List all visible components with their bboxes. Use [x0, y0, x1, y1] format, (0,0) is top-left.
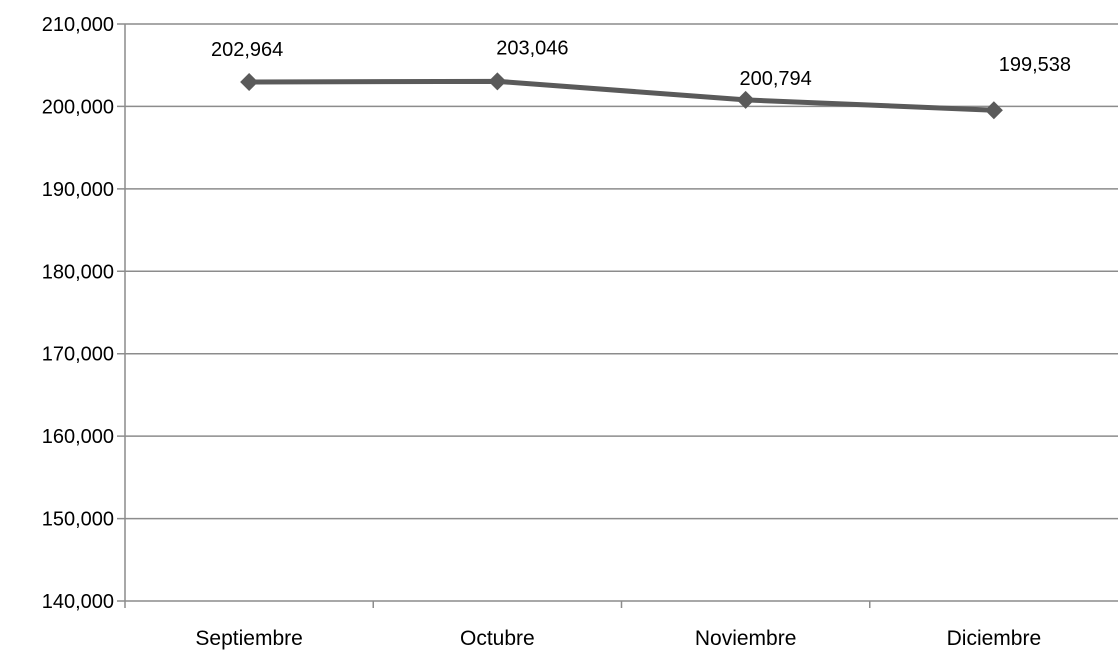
data-label: 203,046 [496, 37, 568, 59]
data-point-marker [736, 90, 755, 109]
data-label: 202,964 [211, 39, 283, 61]
y-tick-label: 170,000 [42, 344, 114, 366]
x-tick-label: Octubre [460, 627, 535, 650]
gridlines [117, 23, 1118, 602]
data-point-marker [984, 101, 1003, 120]
y-tick-label: 150,000 [42, 509, 114, 531]
y-tick-label: 190,000 [42, 179, 114, 201]
data-label: 199,538 [999, 54, 1071, 76]
y-tick-label: 140,000 [42, 591, 114, 613]
data-label: 200,794 [739, 68, 811, 90]
y-tick-label: 160,000 [42, 426, 114, 448]
y-tick-label: 200,000 [42, 96, 114, 118]
y-axis: 140,000 150,000 160,000 170,000 180,000 190,0… [42, 14, 126, 613]
x-tick-label: Noviembre [695, 627, 797, 650]
data-point-marker [488, 72, 507, 91]
x-axis: Septiembre Octubre Noviembre Diciembre [124, 601, 1042, 650]
data-labels: 202,964 203,046 200,794 199,538 [211, 37, 1071, 90]
series [240, 72, 1003, 120]
x-tick-label: Septiembre [195, 627, 302, 650]
data-point-marker [240, 72, 259, 91]
y-tick-label: 210,000 [42, 14, 114, 36]
x-tick-label: Diciembre [947, 627, 1042, 650]
series-line [249, 78, 994, 113]
y-tick-label: 180,000 [42, 261, 114, 283]
